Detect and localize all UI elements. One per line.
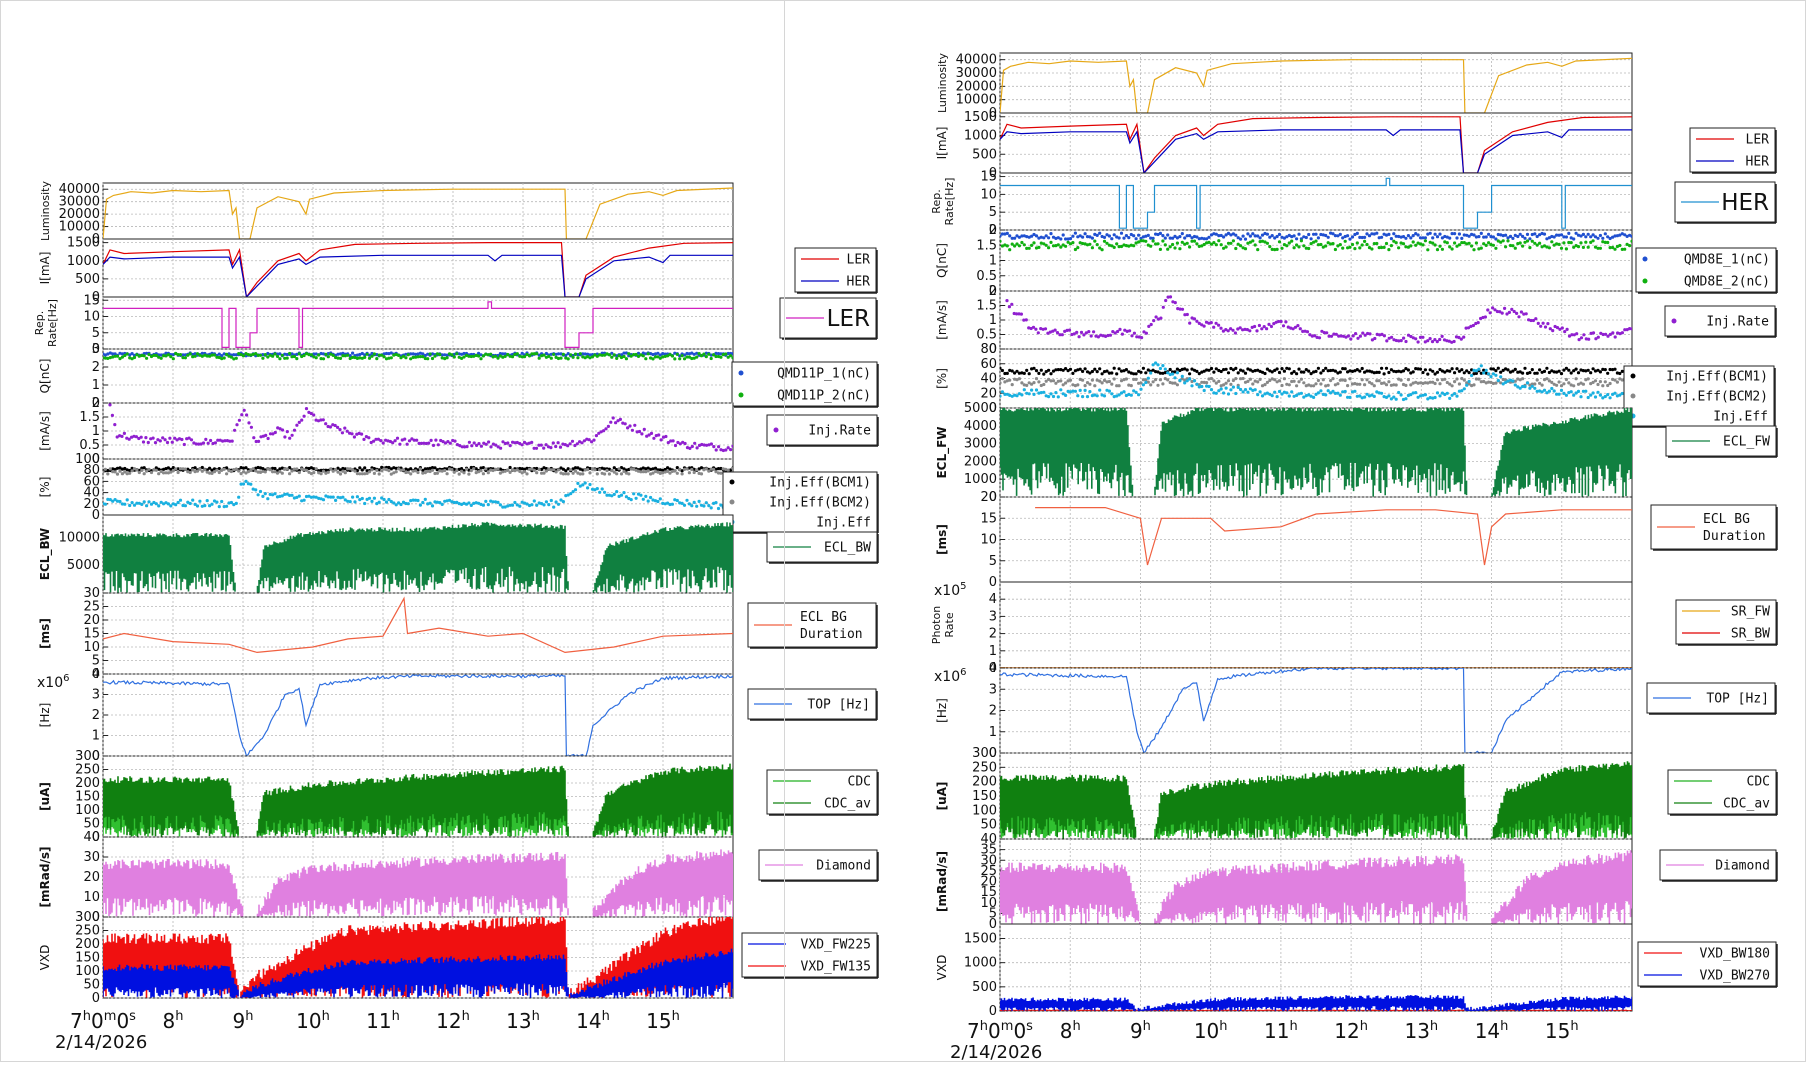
right-figure-frame xyxy=(784,0,1806,1062)
left-figure-frame xyxy=(0,0,785,1062)
